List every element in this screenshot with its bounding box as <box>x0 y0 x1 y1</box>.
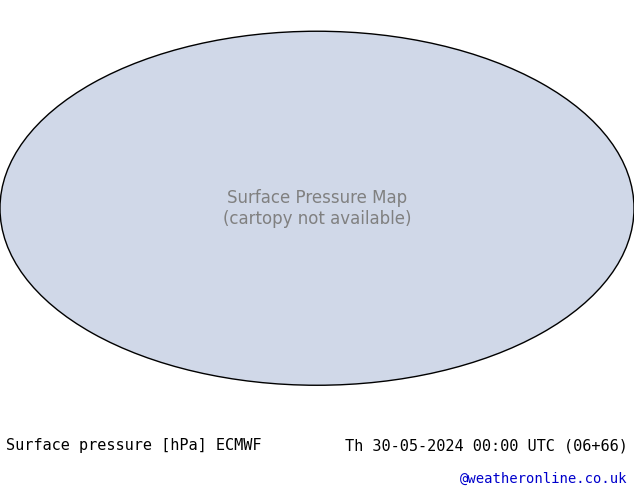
Ellipse shape <box>0 31 634 385</box>
Text: Surface Pressure Map
(cartopy not available): Surface Pressure Map (cartopy not availa… <box>223 189 411 228</box>
Text: Surface pressure [hPa] ECMWF: Surface pressure [hPa] ECMWF <box>6 439 262 453</box>
Text: Th 30-05-2024 00:00 UTC (06+66): Th 30-05-2024 00:00 UTC (06+66) <box>345 439 628 453</box>
Text: @weatheronline.co.uk: @weatheronline.co.uk <box>460 472 628 486</box>
